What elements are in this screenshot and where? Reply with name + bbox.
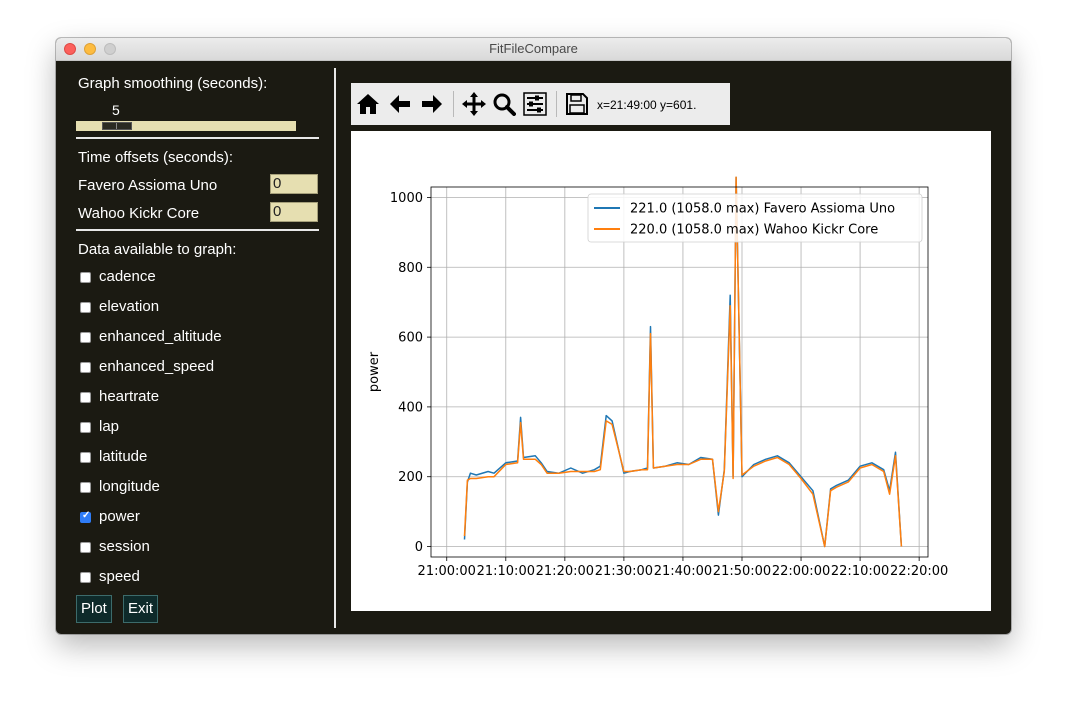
data-field-label: longitude [99,478,160,495]
data-field-label: power [99,508,140,525]
checkbox[interactable] [80,572,91,583]
plot-button[interactable]: Plot [76,595,112,623]
y-tick-label: 400 [398,400,423,415]
data-available-label: Data available to graph: [78,241,237,258]
x-tick-label: 21:00:00 [418,564,476,579]
data-field-label: elevation [99,298,160,315]
plot-toolbar: x=21:49:00 y=601. [351,83,730,125]
x-tick-label: 21:50:00 [713,564,771,579]
x-tick-label: 22:00:00 [772,564,830,579]
checkbox[interactable] [80,542,91,553]
y-tick-label: 1000 [390,191,423,206]
panel-divider [334,68,336,628]
data-field-label: enhanced_altitude [99,328,222,345]
wahoo-offset-input[interactable]: 0 [270,202,318,222]
power-chart[interactable]: 21:00:00 21:10:00 21:20:00 21:30:00 21:40:00… [351,131,991,611]
x-tick-label: 22:20:00 [890,564,948,579]
y-tick-label: 200 [398,470,423,485]
checkbox[interactable] [80,272,91,283]
x-tick-label: 21:40:00 [654,564,712,579]
zoom-icon[interactable] [491,91,517,117]
pan-icon[interactable] [461,91,487,117]
data-field-label: heartrate [99,388,160,405]
checkbox[interactable] [80,362,91,373]
data-field-label: latitude [99,448,148,465]
y-tick-label: 0 [415,540,423,555]
checkbox[interactable] [80,510,91,523]
data-field-label: speed [99,568,140,585]
title-bar: FitFileCompare [56,38,1011,61]
offset-device-label: Favero Assioma Uno [78,177,218,194]
configure-icon[interactable] [522,91,548,117]
legend-label-1: 220.0 (1058.0 max) Wahoo Kickr Core [630,223,878,238]
data-field-label: lap [99,418,120,435]
checkbox[interactable] [80,422,91,433]
y-axis-label: power [367,351,382,392]
checkbox[interactable] [80,452,91,463]
plot-canvas[interactable]: 21:00:00 21:10:00 21:20:00 21:30:00 21:40:00… [351,131,991,611]
time-offsets-label: Time offsets (seconds): [78,149,234,166]
checkbox[interactable] [80,392,91,403]
smoothing-slider[interactable] [76,121,296,131]
y-tick-label: 600 [398,331,423,346]
app-window: FitFileCompare Graph smoothing (seconds)… [56,38,1011,634]
checkbox[interactable] [80,302,91,313]
toolbar-separator [556,91,557,117]
smoothing-slider-thumb[interactable] [102,122,132,130]
home-icon[interactable] [355,91,381,117]
smoothing-label: Graph smoothing (seconds): [78,75,268,92]
window-title: FitFileCompare [489,41,578,56]
divider [76,137,319,139]
save-icon[interactable] [564,91,590,117]
x-tick-label: 21:10:00 [477,564,535,579]
series-line-1 [463,176,903,548]
checkbox[interactable] [80,332,91,343]
data-field-label: session [99,538,150,555]
back-arrow-icon[interactable] [387,91,413,117]
cursor-coordinates: x=21:49:00 y=601. [597,98,697,112]
x-tick-label: 21:30:00 [595,564,653,579]
forward-arrow-icon[interactable] [419,91,445,117]
minimize-window-button[interactable] [84,43,96,55]
legend-box [587,193,923,243]
axes-frame [430,186,929,558]
offset-device-label: Wahoo Kickr Core [78,205,200,222]
checkbox[interactable] [80,482,91,493]
smoothing-value: 5 [112,102,120,118]
toolbar-separator [453,91,454,117]
data-field-label: enhanced_speed [99,358,215,375]
close-window-button[interactable] [64,43,76,55]
data-field-label: cadence [99,268,156,285]
divider [76,229,319,231]
x-tick-label: 21:20:00 [536,564,594,579]
legend-label-0: 221.0 (1058.0 max) Favero Assioma Uno [630,202,895,217]
x-tick-label: 22:10:00 [831,564,889,579]
exit-button[interactable]: Exit [123,595,159,623]
maximize-window-button[interactable] [104,43,116,55]
favero-offset-input[interactable]: 0 [270,174,318,194]
y-tick-label: 800 [398,261,423,276]
